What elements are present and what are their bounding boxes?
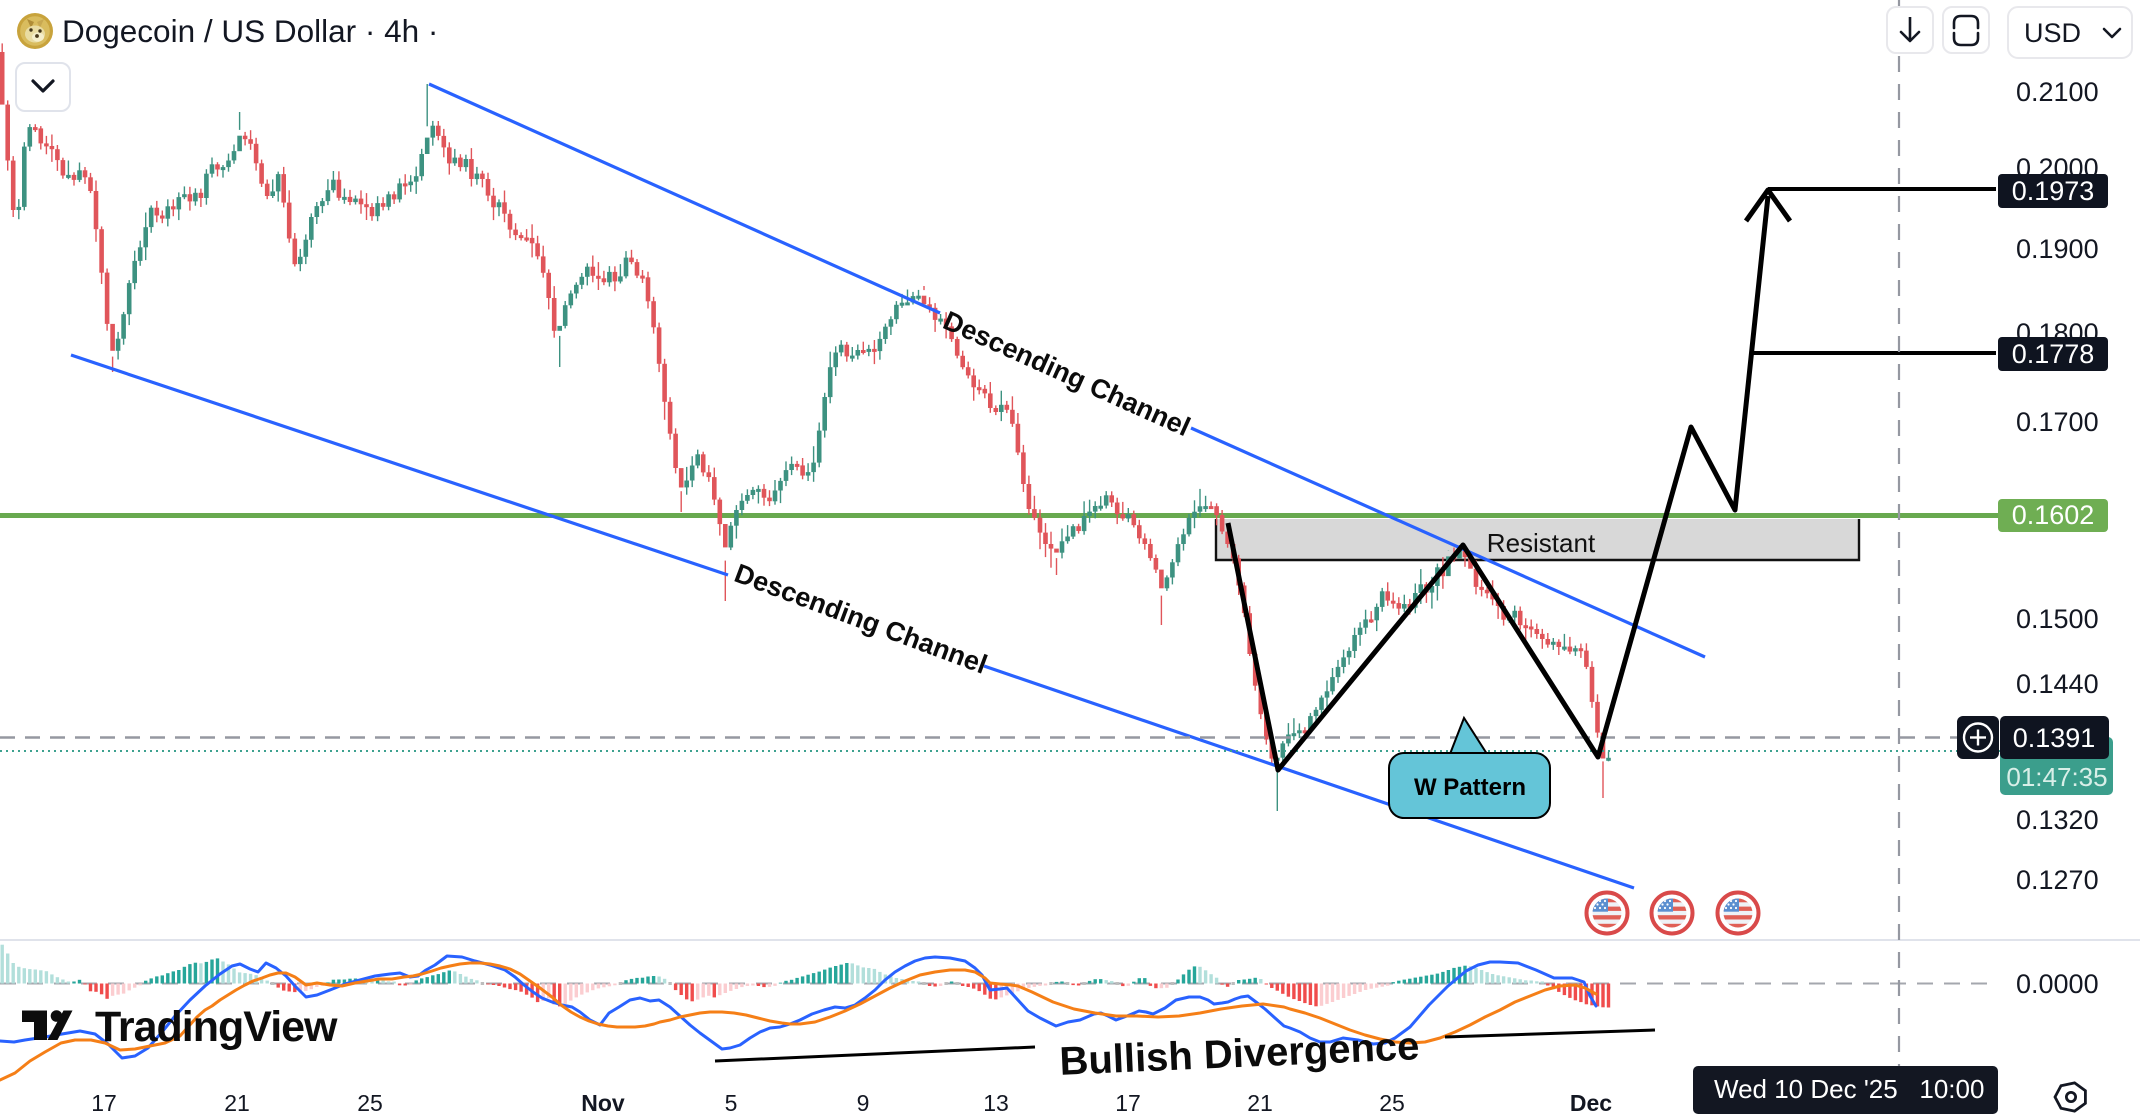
svg-text:0.1900: 0.1900 <box>2016 234 2099 264</box>
svg-text:Wed 10 Dec '25 10:00: Wed 10 Dec '25 10:00 <box>1714 1074 1984 1104</box>
svg-text:0.1778: 0.1778 <box>2012 339 2095 369</box>
svg-text:25: 25 <box>1379 1090 1405 1114</box>
svg-text:0.1973: 0.1973 <box>2012 176 2095 206</box>
svg-text:21: 21 <box>1247 1090 1273 1114</box>
svg-text:0.1391: 0.1391 <box>2013 723 2096 753</box>
svg-text:0.1700: 0.1700 <box>2016 407 2099 437</box>
svg-text:Dec: Dec <box>1570 1090 1612 1114</box>
svg-text:5: 5 <box>725 1090 738 1114</box>
svg-text:Dogecoin / US Dollar · 4h ·: Dogecoin / US Dollar · 4h · <box>62 13 438 49</box>
svg-text:17: 17 <box>91 1090 117 1114</box>
svg-text:0.1270: 0.1270 <box>2016 865 2099 895</box>
svg-text:W Pattern: W Pattern <box>1414 774 1526 801</box>
svg-text:17: 17 <box>1115 1090 1141 1114</box>
svg-text:0.1602: 0.1602 <box>2012 500 2095 530</box>
svg-text:0.1500: 0.1500 <box>2016 604 2099 634</box>
svg-text:0.1320: 0.1320 <box>2016 805 2099 835</box>
svg-text:0.0000: 0.0000 <box>2016 969 2099 999</box>
svg-text:TradingView: TradingView <box>95 1003 338 1051</box>
svg-text:21: 21 <box>224 1090 250 1114</box>
svg-text:Nov: Nov <box>581 1090 625 1114</box>
svg-text:0.2100: 0.2100 <box>2016 77 2099 107</box>
svg-text:USD: USD <box>2024 18 2081 48</box>
svg-text:0.1440: 0.1440 <box>2016 669 2099 699</box>
svg-text:9: 9 <box>857 1090 870 1114</box>
svg-text:01:47:35: 01:47:35 <box>2006 762 2107 792</box>
svg-text:13: 13 <box>983 1090 1009 1114</box>
svg-text:Resistant: Resistant <box>1487 528 1596 558</box>
svg-text:25: 25 <box>357 1090 383 1114</box>
